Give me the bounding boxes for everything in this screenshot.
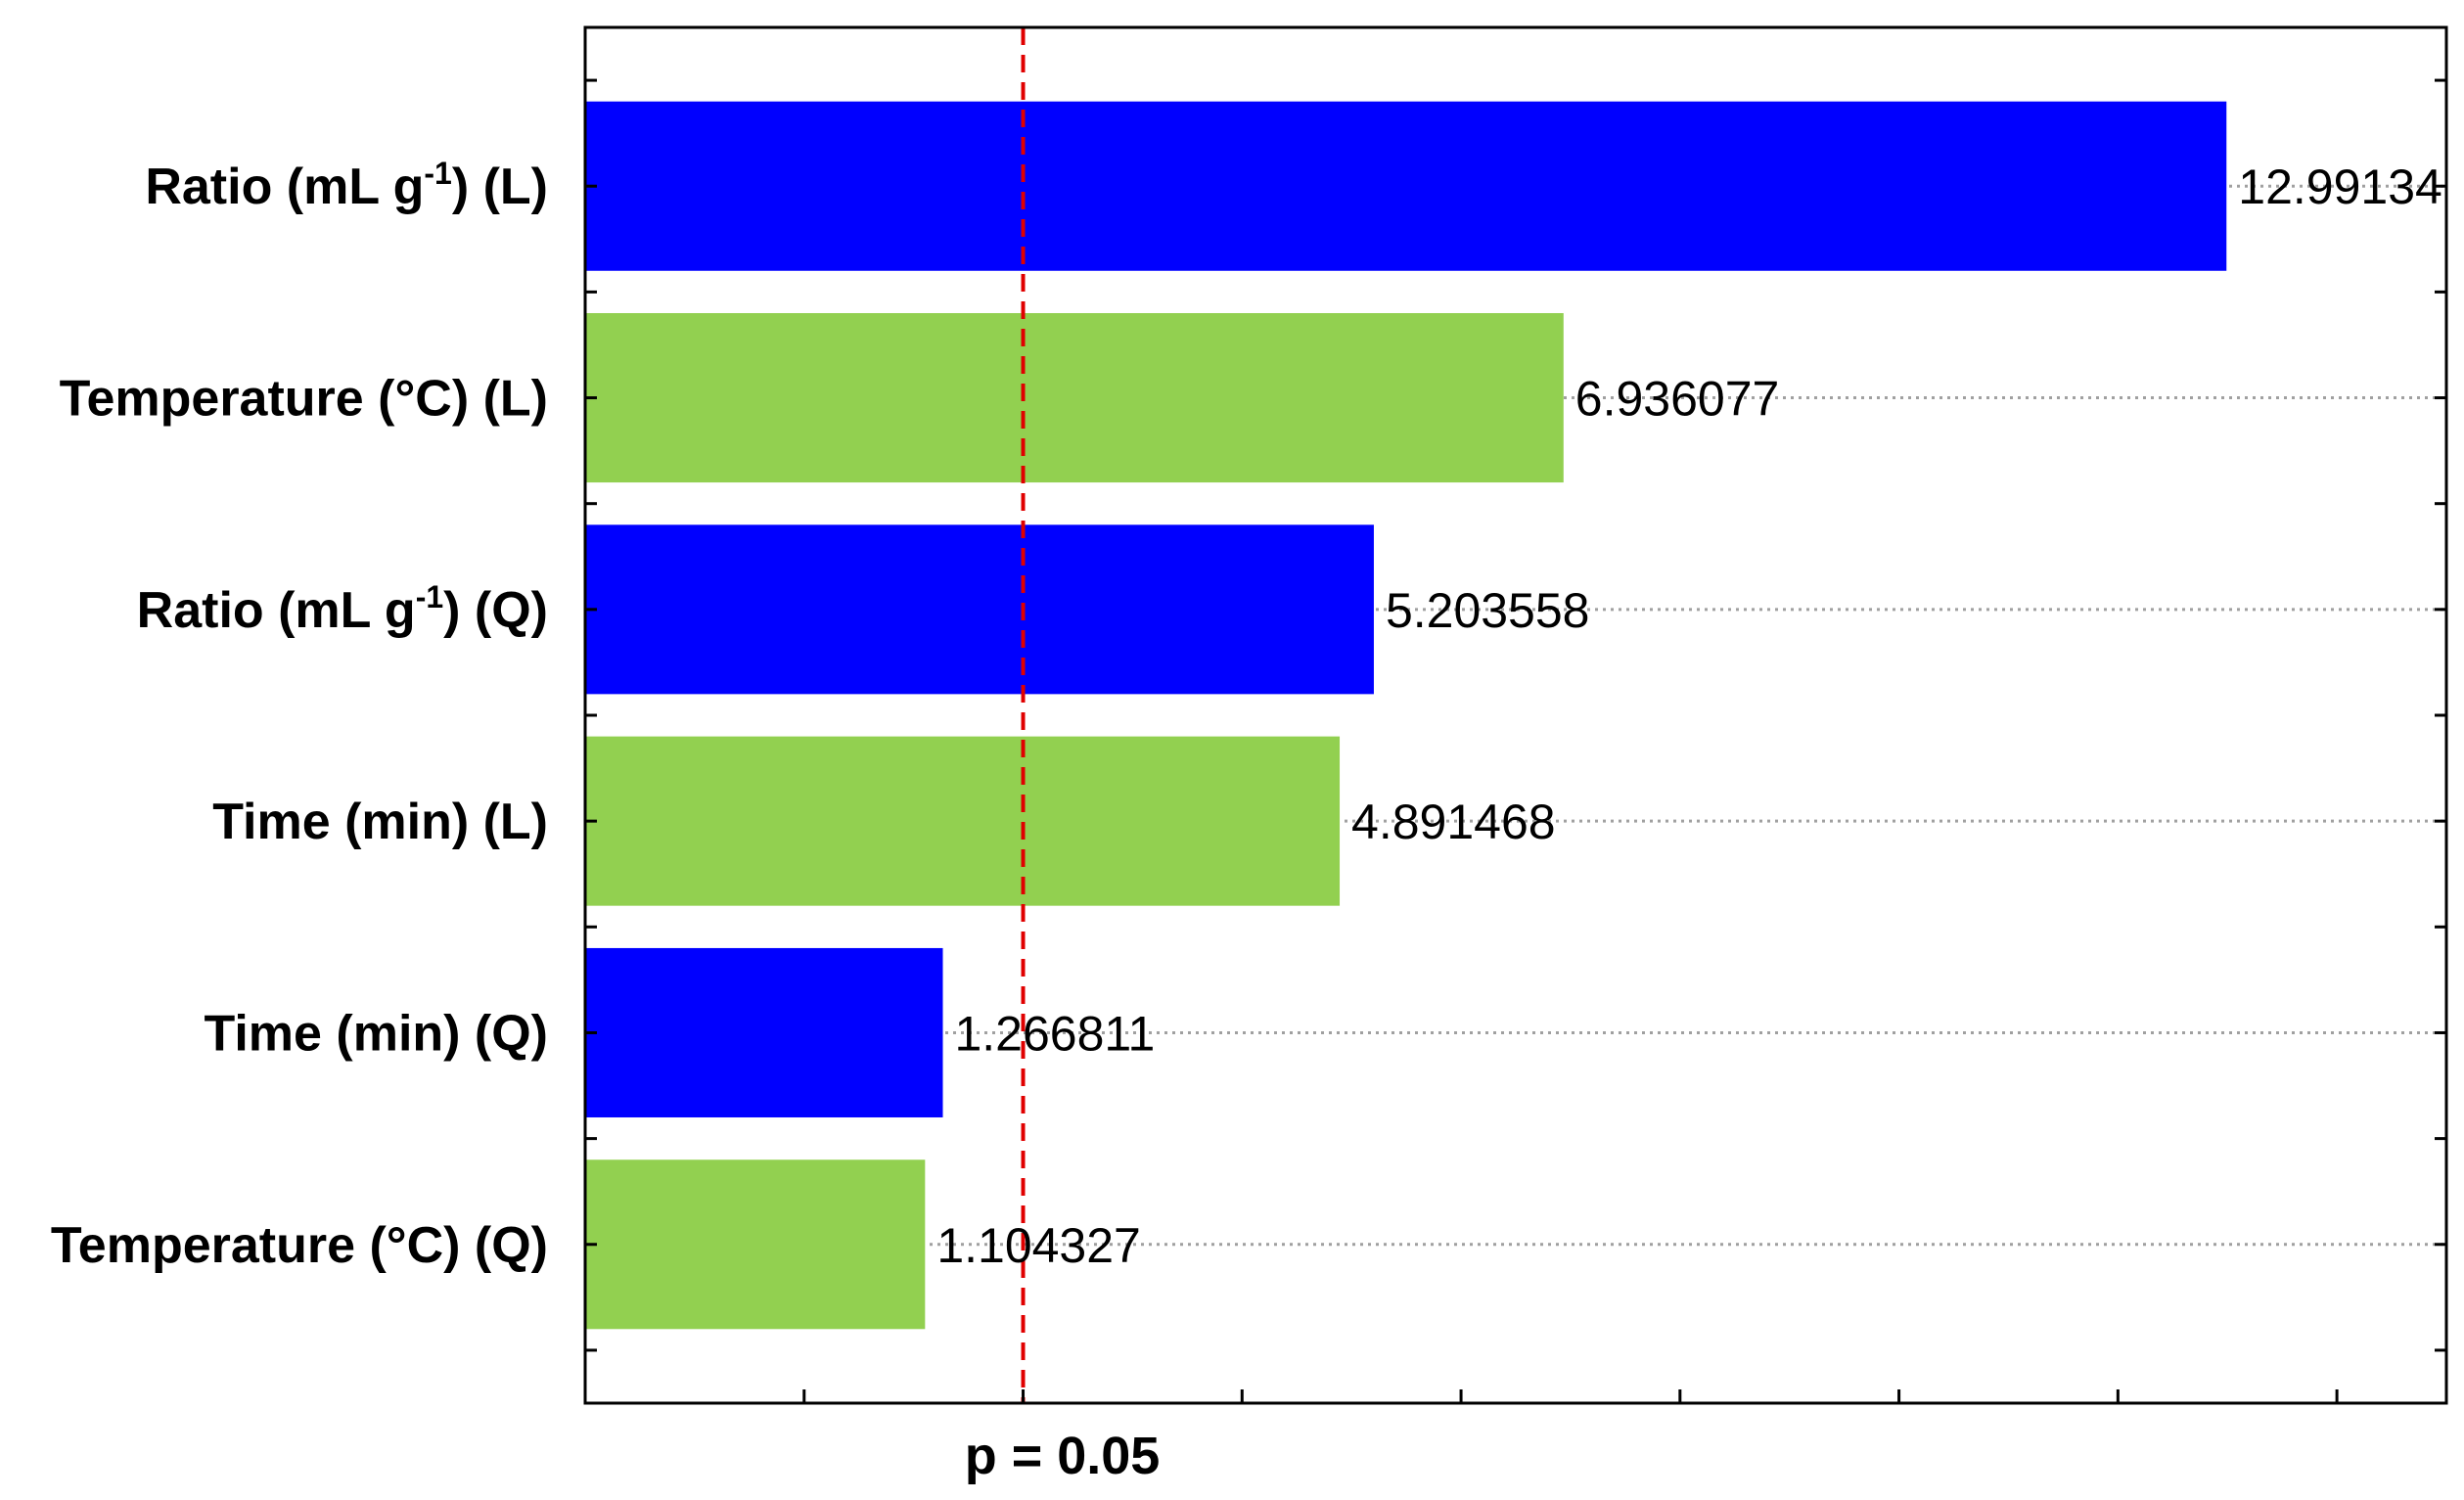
bar	[585, 313, 1564, 483]
bar	[585, 736, 1341, 906]
value-label: 5.203558	[1386, 583, 1590, 638]
category-label: Ratio (mL g-1) (Q)	[137, 579, 548, 639]
bar	[585, 524, 1374, 695]
reference-line-label: p = 0.05	[965, 1427, 1161, 1485]
category-label: Temperature (°C) (L)	[60, 371, 548, 428]
category-label: Time (min) (L)	[212, 794, 548, 850]
value-label: 1.266811	[954, 1006, 1155, 1061]
value-label: 12.99134	[2238, 159, 2442, 214]
value-label: 6.936077	[1575, 372, 1780, 427]
value-label: 1.104327	[936, 1218, 1141, 1273]
bar	[585, 947, 943, 1117]
category-label: Time (min) (Q)	[205, 1005, 548, 1062]
bar	[585, 1159, 926, 1330]
bar	[585, 101, 2227, 271]
category-label: Temperature (°C) (Q)	[51, 1217, 548, 1274]
value-label: 4.891468	[1351, 795, 1556, 849]
category-label: Ratio (mL g-1) (L)	[145, 156, 548, 215]
